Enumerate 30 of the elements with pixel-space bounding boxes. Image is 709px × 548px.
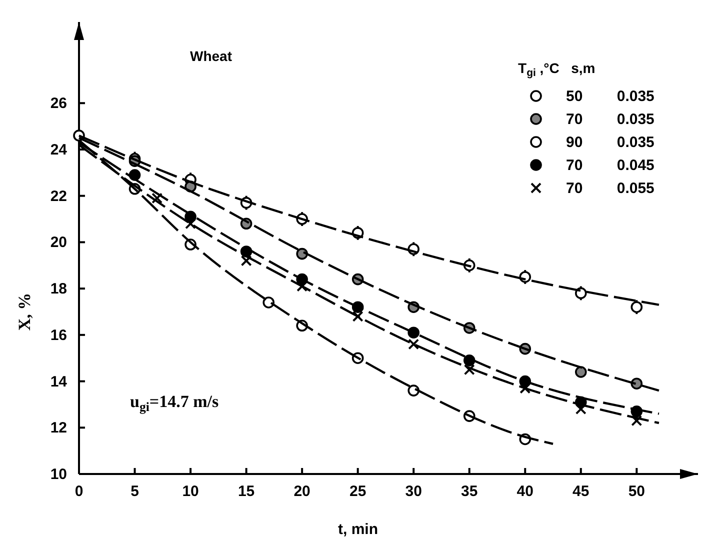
x-axis-title: t, min	[338, 521, 378, 538]
x-tick-label: 45	[572, 483, 590, 500]
y-tick-label: 26	[50, 95, 67, 112]
legend-title: T$_{gi}$ ,°C s,m	[518, 60, 596, 80]
legend-label: 90 0.035	[566, 134, 654, 151]
x-tick-label: 25	[349, 483, 366, 500]
annotation: u$_{gi}$=14.7 m/s	[130, 392, 219, 414]
legend-label: 70 0.045	[566, 157, 654, 174]
y-axis-title: X, %	[15, 292, 34, 331]
x-tick-label: 50	[628, 483, 645, 500]
x-tick-label: 35	[461, 483, 478, 500]
annotation: Wheat	[190, 48, 232, 64]
y-tick-label: 14	[50, 373, 68, 390]
y-tick-label: 16	[50, 326, 67, 344]
x-tick-label: 15	[238, 483, 255, 500]
x-tick-label: 5	[130, 483, 139, 500]
y-tick-label: 10	[50, 466, 67, 483]
legend-label: 70 0.035	[566, 111, 654, 128]
x-tick-label: 10	[182, 483, 199, 500]
x-tick-label: 20	[294, 483, 310, 500]
y-tick-label: 20	[50, 234, 67, 252]
x-tick-label: 30	[405, 483, 422, 500]
legend-label: 50 0.035	[566, 88, 654, 105]
x-tick-label: 0	[74, 483, 84, 500]
legend-label: 70 0.055	[566, 180, 654, 197]
x-tick-label: 40	[516, 483, 534, 500]
y-tick-label: 22	[50, 188, 67, 205]
y-tick-label: 18	[50, 280, 67, 298]
y-tick-label: 12	[50, 420, 67, 437]
y-tick-label: 24	[50, 141, 68, 158]
